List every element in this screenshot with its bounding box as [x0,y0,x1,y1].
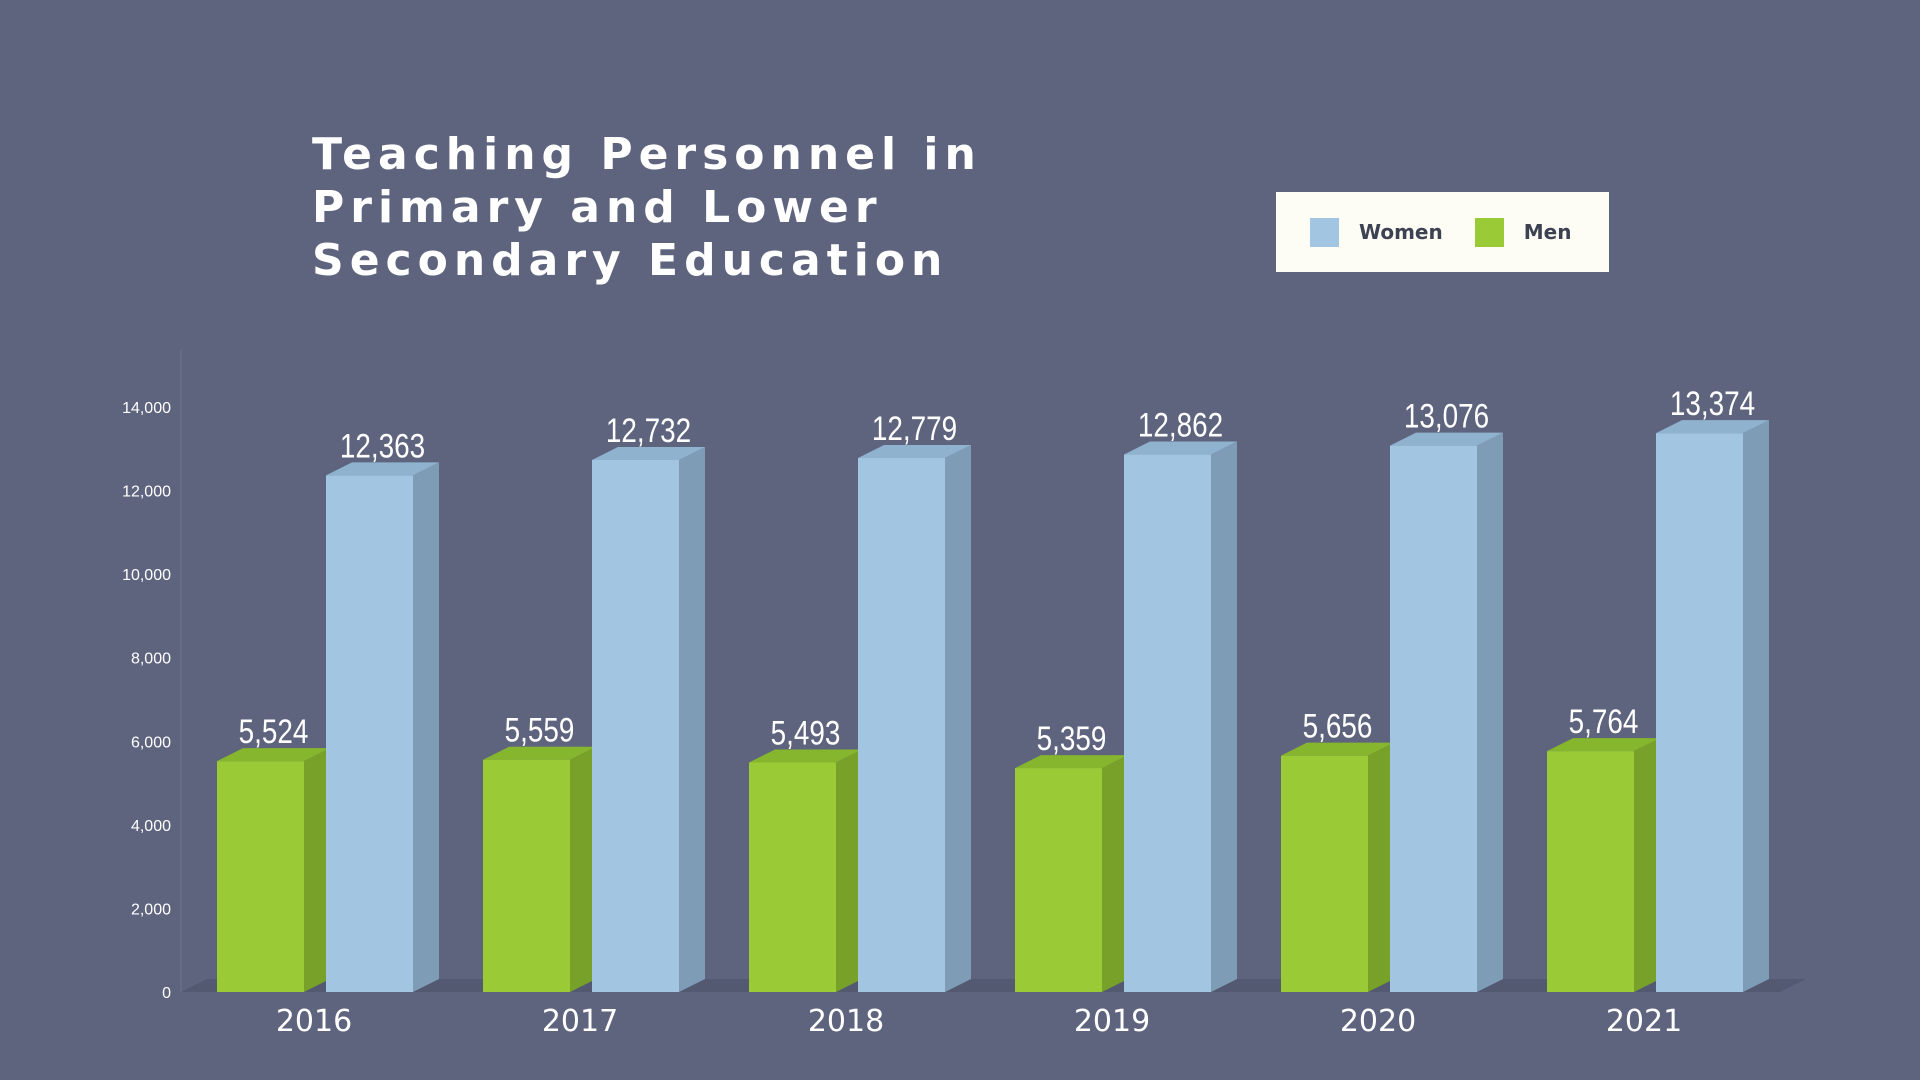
chart-title-line: Secondary Education [312,235,949,286]
y-tick-label: 8,000 [131,651,171,668]
legend-label-men: Men [1523,220,1572,244]
y-tick-label: 6,000 [131,734,171,751]
data-label-women: 12,779 [872,409,957,447]
bar-men-side [1368,742,1394,992]
bar-women [858,458,945,992]
bar-men-top [217,748,330,762]
bar-men [1281,755,1368,992]
bar-men-side [1634,738,1660,992]
x-category-label: 2021 [1606,1004,1682,1039]
bar-women-side [1743,420,1769,993]
bar-men [1015,768,1102,992]
bar-women-top [326,462,439,476]
bar-women [326,475,413,993]
legend-swatch-women [1310,217,1339,247]
x-category-label: 2019 [1074,1004,1150,1039]
data-label-women: 12,862 [1138,406,1223,444]
legend-item-men: Men [1474,217,1572,247]
bar-men-top [1547,738,1660,752]
x-category-label: 2018 [808,1004,884,1039]
data-label-men: 5,359 [1037,719,1107,757]
data-label-women: 12,363 [340,427,425,465]
bar-men-top [1015,755,1128,769]
bar-women [1390,445,1477,992]
x-category-label: 2017 [542,1004,618,1039]
bar-men-top [483,746,596,760]
bar-women-side [413,462,439,993]
bar-women-side [1477,432,1503,992]
x-category-label: 2016 [276,1004,352,1039]
data-label-women: 12,732 [606,411,691,449]
y-tick-label: 14,000 [122,400,171,417]
data-label-men: 5,559 [505,711,575,749]
chart-title-line: Teaching Personnel in [312,129,982,180]
y-tick-label: 12,000 [122,484,171,501]
bar-women-top [1390,432,1503,446]
legend-item-women: Women [1310,217,1443,247]
bar-women-top [1124,441,1237,455]
data-label-women: 13,076 [1404,397,1489,435]
bar-women-top [1656,420,1769,434]
bar-women [1124,454,1211,993]
y-tick-label: 2,000 [131,901,171,918]
bar-women [1656,433,1743,993]
bar-women-side [679,446,705,993]
bar-men-side [304,748,330,992]
bar-men [217,761,304,992]
y-tick-label: 10,000 [122,567,171,584]
bar-women-top [592,446,705,460]
bar-women-top [858,445,971,459]
bar-men [749,762,836,992]
chart-title: Teaching Personnel in Primary and Lower … [312,128,1012,287]
y-tick-label: 0 [162,985,171,1002]
x-category-label: 2020 [1340,1004,1416,1039]
data-label-men: 5,493 [771,714,841,752]
chart-title-line: Primary and Lower [312,182,883,233]
bar-women-side [1211,441,1237,993]
bar-women [592,459,679,993]
legend-swatch-men [1474,217,1504,247]
data-label-women: 13,374 [1670,385,1755,423]
bar-men-side [570,746,596,992]
data-label-men: 5,764 [1569,703,1639,741]
y-tick-label: 4,000 [131,818,171,835]
bar-men [1547,751,1634,992]
bar-women-side [945,445,971,992]
bar-men [483,759,570,992]
bar-men-side [836,749,862,992]
chart-legend: Women Men [1276,192,1609,272]
data-label-men: 5,656 [1303,707,1373,745]
legend-label-women: Women [1359,220,1443,244]
bar-men-side [1102,755,1128,992]
bar-men-top [1281,742,1394,756]
data-label-men: 5,524 [239,713,309,751]
bar-men-top [749,749,862,763]
